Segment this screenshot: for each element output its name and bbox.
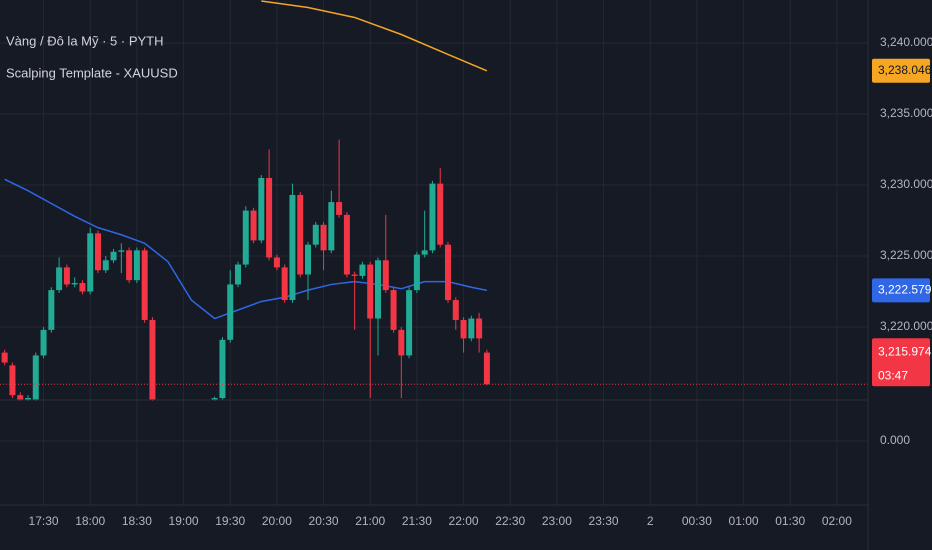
candle-body	[32, 355, 39, 400]
candle-body	[48, 290, 55, 330]
candle-body	[351, 274, 358, 276]
x-tick-label: 21:30	[402, 514, 432, 528]
last-value-box	[872, 58, 930, 83]
plot-area	[0, 0, 868, 401]
candle-body	[367, 264, 374, 319]
candle-body	[25, 398, 31, 400]
candle-body	[460, 319, 467, 339]
labels: 3,220.000 3,225.000 3,230.000 3,235.000 3,24…	[29, 35, 932, 528]
candle-body	[133, 250, 140, 281]
candle-body	[95, 233, 101, 271]
x-tick-label: 20:30	[309, 514, 339, 528]
x-tick-label: 2	[647, 514, 654, 528]
candle-body	[320, 224, 327, 251]
last-price-label: 3,215.974	[878, 344, 932, 358]
candle-body	[328, 202, 335, 251]
candle-body	[250, 210, 257, 241]
x-tick-label: 19:30	[215, 514, 245, 528]
moving-average	[261, 0, 488, 72]
candle-body	[429, 183, 436, 251]
x-tick-label: 22:00	[449, 514, 479, 528]
y-tick-label: 3,230.000	[880, 177, 932, 191]
candle-body	[141, 250, 148, 320]
candle-body	[258, 177, 265, 241]
candle-body	[406, 290, 413, 356]
candle-body	[398, 329, 405, 356]
candle-body	[71, 283, 78, 285]
candle-body	[452, 300, 459, 320]
candle-body	[281, 267, 288, 301]
candle-body	[149, 319, 156, 400]
y-tick-label: 3,240.000	[880, 35, 932, 49]
indicator-tick-label: 0.000	[880, 433, 910, 447]
candle-body	[87, 233, 94, 292]
candle-body	[297, 194, 304, 275]
y-tick-label: 3,225.000	[880, 248, 932, 262]
candle-body	[375, 260, 381, 319]
last-value-box	[872, 278, 930, 303]
candle-body	[468, 318, 475, 339]
x-tick-label: 20:00	[262, 514, 292, 528]
candle-body	[102, 260, 109, 271]
last-value-label: 3,222.579	[878, 283, 932, 297]
candle-body	[40, 329, 47, 356]
candle-body	[56, 267, 63, 291]
candle-body	[359, 264, 366, 276]
moving-average	[4, 178, 488, 320]
last-price-box	[872, 338, 930, 387]
candle-body	[390, 290, 397, 330]
candle-body	[312, 224, 319, 245]
x-tick-label: 19:00	[169, 514, 199, 528]
x-tick-label: 23:30	[589, 514, 619, 528]
candle-body	[9, 365, 16, 396]
x-tick-label: 01:00	[729, 514, 759, 528]
candle-body	[343, 214, 350, 275]
candle-body	[79, 283, 86, 292]
y-tick-label: 3,220.000	[880, 319, 932, 333]
candle-body	[437, 183, 444, 245]
candle-body	[211, 398, 218, 400]
last-value-label: 3,238.046	[878, 63, 932, 77]
chart-subtitle: Scalping Template - XAUUSD	[6, 65, 178, 80]
candle-body	[273, 257, 280, 268]
candle-body	[235, 264, 241, 285]
candle-body	[110, 251, 117, 261]
candle-body	[118, 250, 125, 252]
candle-body	[126, 250, 133, 281]
candle-body	[305, 244, 311, 275]
x-tick-label: 23:00	[542, 514, 572, 528]
x-tick-label: 22:30	[495, 514, 525, 528]
candle-body	[227, 284, 234, 340]
candle-body	[1, 352, 8, 363]
candle-body	[382, 260, 389, 291]
x-tick-label: 02:00	[822, 514, 852, 528]
candle-body	[483, 352, 490, 385]
candle-body	[63, 267, 70, 285]
candle-body	[445, 244, 451, 301]
y-tick-label: 3,235.000	[880, 106, 932, 120]
chart-title: Vàng / Đô la Mỹ · 5 · PYTH	[6, 33, 164, 48]
candle-body	[336, 202, 343, 215]
x-tick-label: 01:30	[775, 514, 805, 528]
x-tick-label: 18:30	[122, 514, 152, 528]
candle-body	[219, 339, 226, 399]
candle-body	[476, 318, 483, 339]
candle-body	[421, 250, 428, 255]
candle-body	[266, 177, 273, 258]
candle-body	[289, 194, 296, 301]
x-tick-label: 18:00	[75, 514, 105, 528]
countdown-label: 03:47	[878, 368, 908, 382]
x-tick-label: 21:00	[355, 514, 385, 528]
x-tick-label: 00:30	[682, 514, 712, 528]
candle-body	[413, 254, 420, 291]
x-tick-label: 17:30	[29, 514, 59, 528]
candle-body	[242, 210, 249, 265]
candle-body	[17, 395, 24, 400]
